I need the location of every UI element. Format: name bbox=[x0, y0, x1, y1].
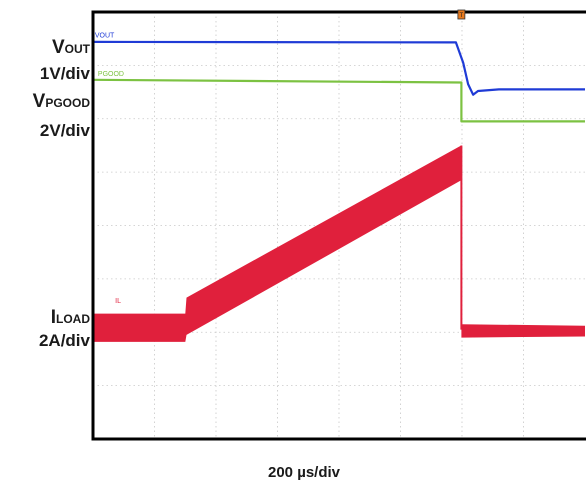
trace-label-vout: VOUT bbox=[95, 33, 115, 40]
vout-symbol: VOUT bbox=[51, 37, 90, 58]
trigger-marker-label: T bbox=[460, 13, 464, 19]
trace-pgood bbox=[92, 78, 585, 123]
trace-il bbox=[93, 145, 585, 342]
traces bbox=[92, 40, 585, 342]
trace-label-il: IL bbox=[115, 298, 121, 305]
vpgood-scale: 2V/div bbox=[39, 121, 90, 140]
iload-scale: 2A/div bbox=[38, 331, 90, 350]
iload-symbol: ILOAD bbox=[50, 307, 90, 328]
grid bbox=[93, 12, 585, 439]
trace-labels: VOUT PGOOD IL bbox=[95, 33, 124, 305]
vpgood-symbol: VPGOOD bbox=[32, 91, 90, 112]
time-scale: 200 µs/div bbox=[268, 464, 341, 481]
trace-vout bbox=[92, 40, 585, 96]
plot-frame bbox=[91, 10, 586, 441]
trigger-marker: T bbox=[457, 9, 466, 20]
trace-label-pgood: PGOOD bbox=[98, 71, 124, 78]
trigger-marker-box bbox=[457, 9, 466, 20]
vout-scale: 1V/div bbox=[39, 64, 90, 83]
